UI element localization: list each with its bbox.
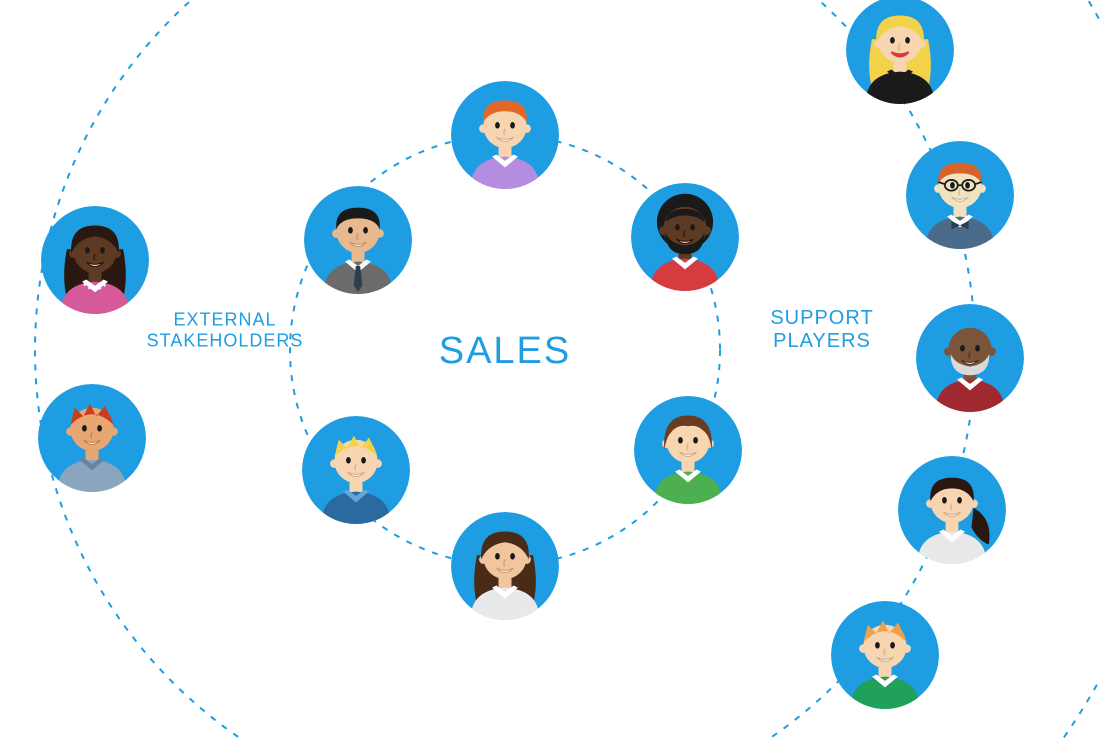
avatar-ext-2: [38, 384, 146, 492]
avatar-sales-5: [302, 416, 410, 524]
label-external: EXTERNAL STAKEHOLDERS: [147, 309, 304, 350]
avatar-sales-2: [631, 183, 739, 291]
label-center: SALES: [439, 330, 572, 374]
diagram-stage: SALES EXTERNAL STAKEHOLDERS SUPPORT PLAY…: [0, 0, 1100, 738]
avatar-sup-4: [898, 456, 1006, 564]
avatar-sup-1: [846, 0, 954, 104]
avatar-sales-6: [304, 186, 412, 294]
avatar-sup-2: [906, 141, 1014, 249]
avatar-sales-1: [451, 81, 559, 189]
avatar-sales-3: [634, 396, 742, 504]
label-support: SUPPORT PLAYERS: [770, 307, 873, 353]
avatar-sales-4: [451, 512, 559, 620]
avatar-sup-5: [831, 601, 939, 709]
avatar-ext-1: [41, 206, 149, 314]
avatar-sup-3: [916, 304, 1024, 412]
